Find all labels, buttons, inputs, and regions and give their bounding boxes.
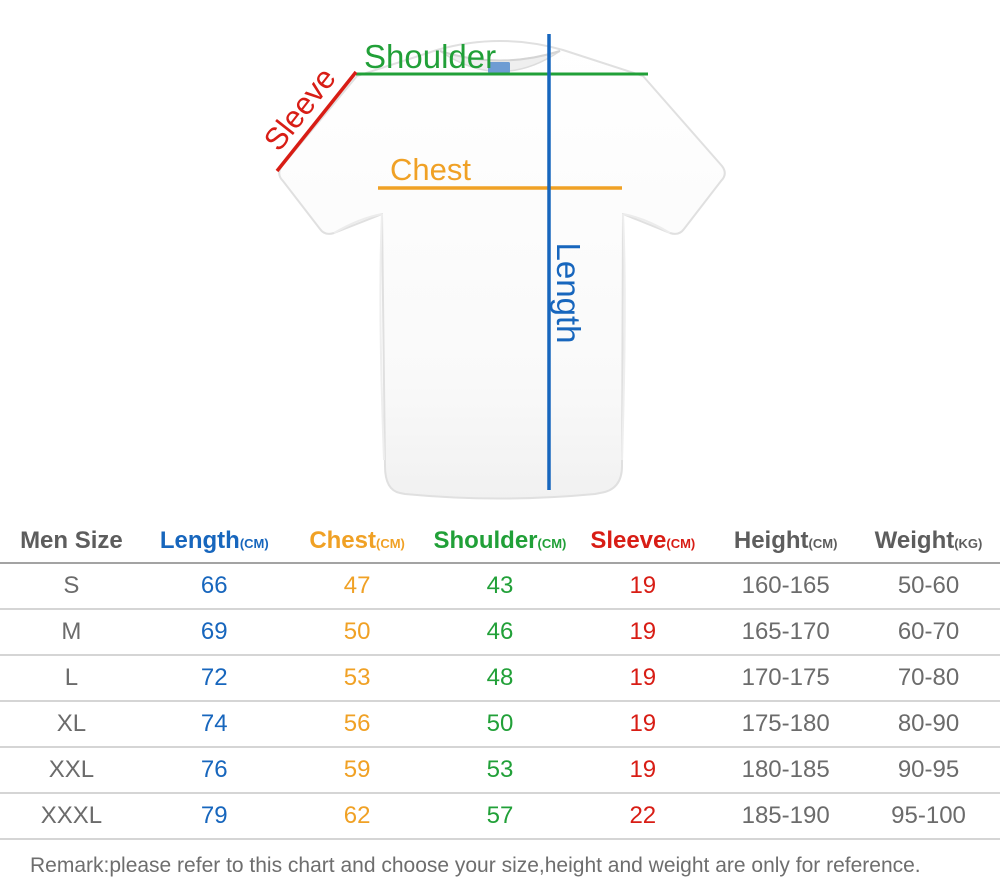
cell-size: M <box>61 618 82 645</box>
cell-length: 76 <box>200 756 228 783</box>
tshirt-graphic <box>278 40 726 500</box>
col-header-sleeve: Sleeve(CM) <box>571 518 714 563</box>
shoulder-label: Shoulder <box>364 38 496 75</box>
size-table: Men Size Length(CM) Chest(CM) Shoulder(C… <box>0 518 1000 840</box>
cell-height: 160-165 <box>741 572 830 599</box>
tshirt-side-seam-left <box>379 213 385 461</box>
chest-label: Chest <box>390 152 471 187</box>
cell-shoulder: 53 <box>486 756 514 783</box>
col-header-chest: Chest(CM) <box>286 518 429 563</box>
cell-size: XXL <box>48 756 95 783</box>
cell-length: 66 <box>200 572 228 599</box>
cell-length: 74 <box>200 710 228 737</box>
cell-height: 180-185 <box>741 756 830 783</box>
header-unit: (KG) <box>954 536 983 551</box>
table-row-xxl: XXL 76 59 53 19 180-185 90-95 <box>0 747 1000 793</box>
cell-sleeve: 19 <box>629 572 657 599</box>
cell-height: 170-175 <box>741 664 830 691</box>
length-label: Length <box>550 243 587 344</box>
cell-chest: 62 <box>343 802 371 829</box>
cell-height: 185-190 <box>741 802 830 829</box>
size-table-header: Men Size Length(CM) Chest(CM) Shoulder(C… <box>0 518 1000 563</box>
cell-sleeve: 22 <box>629 802 657 829</box>
header-label: Length <box>159 527 240 554</box>
col-header-shoulder: Shoulder(CM) <box>429 518 572 563</box>
tshirt-body <box>278 40 726 500</box>
cell-sleeve: 19 <box>629 710 657 737</box>
cell-chest: 47 <box>343 572 371 599</box>
table-row-l: L 72 53 48 19 170-175 70-80 <box>0 655 1000 701</box>
header-unit: (CM) <box>537 536 567 551</box>
cell-weight: 90-95 <box>897 756 960 783</box>
table-row-s: S 66 47 43 19 160-165 50-60 <box>0 563 1000 609</box>
header-unit: (CM) <box>666 536 696 551</box>
col-header-men-size: Men Size <box>0 518 143 563</box>
table-row-xl: XL 74 56 50 19 175-180 80-90 <box>0 701 1000 747</box>
col-header-weight: Weight(KG) <box>857 518 1000 563</box>
cell-length: 69 <box>200 618 228 645</box>
header-label: Sleeve <box>590 527 667 554</box>
header-unit: (CM) <box>376 536 405 551</box>
cell-length: 72 <box>200 664 228 691</box>
col-header-height: Height(CM) <box>714 518 857 563</box>
header-label: Weight <box>874 527 955 554</box>
cell-shoulder: 50 <box>486 710 514 737</box>
cell-weight: 80-90 <box>897 710 960 737</box>
tshirt-measurement-diagram: Shoulder Sleeve Chest Length <box>257 34 726 500</box>
header-label: Chest <box>309 527 376 554</box>
cell-weight: 60-70 <box>897 618 960 645</box>
cell-weight: 70-80 <box>897 664 960 691</box>
cell-size: XL <box>56 710 87 737</box>
cell-size: L <box>64 664 79 691</box>
remark-text: Remark:please refer to this chart and ch… <box>30 854 921 877</box>
cell-chest: 56 <box>343 710 371 737</box>
header-row: Men Size Length(CM) Chest(CM) Shoulder(C… <box>0 518 1000 563</box>
table-row-xxxl: XXXL 79 62 57 22 185-190 95-100 <box>0 793 1000 839</box>
cell-chest: 50 <box>343 618 371 645</box>
cell-weight: 50-60 <box>897 572 960 599</box>
size-table-body: S 66 47 43 19 160-165 50-60 M 69 50 46 1… <box>0 563 1000 839</box>
table-row-m: M 69 50 46 19 165-170 60-70 <box>0 609 1000 655</box>
tshirt-neck-tag <box>488 62 510 73</box>
cell-chest: 53 <box>343 664 371 691</box>
col-header-length: Length(CM) <box>143 518 286 563</box>
cell-shoulder: 46 <box>486 618 514 645</box>
cell-height: 165-170 <box>741 618 830 645</box>
cell-size: S <box>63 572 80 599</box>
tshirt-side-seam-right <box>621 213 626 461</box>
header-unit: (CM) <box>239 536 269 551</box>
header-label: Men Size <box>20 527 123 554</box>
cell-sleeve: 19 <box>629 664 657 691</box>
sleeve-measure-line <box>275 70 358 173</box>
cell-shoulder: 43 <box>486 572 514 599</box>
cell-size: XXXL <box>40 802 103 829</box>
cell-shoulder: 57 <box>486 802 514 829</box>
cell-length: 79 <box>200 802 228 829</box>
cell-chest: 59 <box>343 756 371 783</box>
cell-sleeve: 19 <box>629 618 657 645</box>
cell-shoulder: 48 <box>486 664 514 691</box>
tshirt-armpit-left <box>333 213 383 234</box>
header-label: Shoulder <box>433 527 538 554</box>
tshirt-armpit-right <box>622 213 671 234</box>
header-label: Height <box>733 527 809 554</box>
header-unit: (CM) <box>808 536 838 551</box>
cell-sleeve: 19 <box>629 756 657 783</box>
cell-height: 175-180 <box>741 710 830 737</box>
tshirt-collar-band <box>439 50 561 62</box>
cell-weight: 95-100 <box>891 802 966 829</box>
